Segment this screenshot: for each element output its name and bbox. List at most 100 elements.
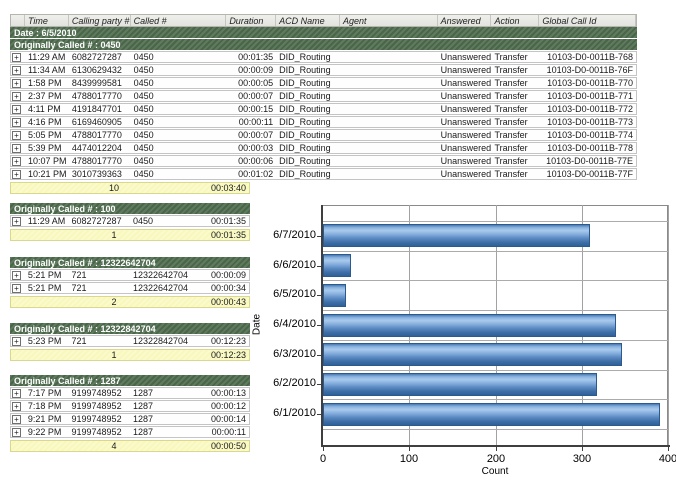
cell-called-number: 0450 [133,117,154,127]
cell-called-number: 0450 [133,65,154,75]
cell-calling-party: 721 [71,270,87,280]
cell-acd-name: DID_Routing [279,104,331,114]
cell-global-call-id: 10103-D0-0011B-768 [547,52,633,62]
cell-time: 5:05 PM [27,130,62,140]
cell-time: 9:21 PM [27,414,62,424]
cell-time: 10:07 PM [27,156,67,166]
cell-agent [340,169,438,179]
expand-cell: + [11,117,25,127]
expand-row-button[interactable]: + [12,157,21,166]
expand-row-button[interactable]: + [12,53,21,62]
summary-spacer [11,297,69,307]
expand-cell: + [11,143,25,153]
expand-row-button[interactable]: + [12,170,21,179]
cell-called-number: 0450 [133,143,154,153]
y-tick-label: 6/3/2010 [273,348,316,360]
cell-calling-party: 4788017770 [71,156,122,166]
column-header-gid: Global Call Id [539,15,636,26]
cell-time: 11:34 AM [27,65,66,75]
column-header-ans: Answered [438,15,492,26]
cell-time: 4:16 PM [27,117,62,127]
table-header-row: Time Calling party # Called # Duration ACD N… [10,14,637,27]
expand-row-button[interactable]: + [12,66,21,75]
cell-global-call-id: 10103-D0-0011B-778 [547,143,633,153]
cell-acd-name: DID_Routing [279,169,331,179]
column-header-agent: Agent [340,15,438,26]
expand-cell: + [11,216,25,226]
expand-row-button[interactable]: + [12,284,21,293]
cell-duration: 00:00:12 [210,401,246,411]
cell-calling-party: 6130629432 [71,65,122,75]
cell-called-number: 0450 [133,104,154,114]
cell-global-call-id: 10103-D0-0011B-771 [547,91,633,101]
cell-calling-party: 4474012204 [71,143,122,153]
expand-row-button[interactable]: + [12,105,21,114]
cell-time: 5:23 PM [27,336,62,346]
cell-duration: 00:00:09 [210,270,246,280]
call-record-row: +5:23 PM 721 12322842704 00:12:23 [10,335,250,347]
expand-cell: + [11,270,25,280]
y-tick-label: 6/1/2010 [273,407,316,419]
expand-cell: + [11,169,25,179]
summary-total-duration: 00:03:40 [210,183,246,193]
expand-row-button[interactable]: + [12,402,21,411]
cell-action: Transfer [494,65,528,75]
cell-answered: Unanswered [440,156,492,166]
expand-row-button[interactable]: + [12,118,21,127]
cell-global-call-id: 10103-D0-0011B-773 [547,117,633,127]
expand-cell: + [11,130,25,140]
expand-row-button[interactable]: + [12,337,21,346]
expand-row-button[interactable]: + [12,428,21,437]
expand-row-button[interactable]: + [12,92,21,101]
call-record-row: +7:17 PM 9199748952 1287 00:00:13 [10,387,250,399]
cell-duration: 00:01:02 [238,169,274,179]
cell-answered: Unanswered [440,117,492,127]
cell-acd-name: DID_Routing [279,143,331,153]
cell-called-number: 12322642704 [132,283,189,293]
summary-call-count: 1 [111,350,117,360]
plot-border-top [323,205,668,206]
gridline-horizontal [323,310,668,311]
summary-call-count: 1 [111,230,117,240]
expand-row-button[interactable]: + [12,131,21,140]
cell-acd-name: DID_Routing [279,78,331,88]
expand-cell: + [11,104,25,114]
call-record-row: +11:29 AM 6082727287 0450 00:01:35 DID_Routi… [10,51,637,63]
y-axis-tick [317,295,321,296]
cell-duration: 00:00:34 [210,283,246,293]
cell-called-number: 1287 [132,388,154,398]
expand-row-button[interactable]: + [12,217,21,226]
cell-answered: Unanswered [440,130,492,140]
expand-row-button[interactable]: + [12,144,21,153]
expand-row-button[interactable]: + [12,389,21,398]
gridline-horizontal [323,370,668,371]
gridline-horizontal [323,340,668,341]
originally-called-group-header: Originally Called # : 12322842704 [10,323,250,334]
cell-answered: Unanswered [440,104,492,114]
expand-row-button[interactable]: + [12,271,21,280]
cell-agent [340,78,438,88]
gridline-vertical [668,205,669,445]
gridline-horizontal [323,221,668,222]
originally-called-group-header: Originally Called # : 100 [10,203,250,214]
expand-row-button[interactable]: + [12,79,21,88]
call-record-row: +5:21 PM 721 12322642704 00:00:09 [10,269,250,281]
cell-duration: 00:00:11 [211,427,246,437]
cell-action: Transfer [494,156,528,166]
cell-called-number: 1287 [132,427,154,437]
summary-spacer [11,230,69,240]
group-summary-row: 2 00:00:43 [10,296,250,308]
originally-called-group-header: Originally Called # : 0450 [10,39,637,50]
expand-cell: + [11,78,25,88]
report-group: Originally Called # : 100 +11:29 AM 608272… [10,203,250,241]
gridline-horizontal [323,429,668,430]
cell-acd-name: DID_Routing [279,65,331,75]
cell-duration: 00:01:35 [238,52,274,62]
gridline-horizontal [323,251,668,252]
expand-row-button[interactable]: + [12,415,21,424]
call-record-row: +7:18 PM 9199748952 1287 00:00:12 [10,400,250,412]
cell-time: 11:29 AM [27,52,66,62]
summary-total-duration: 00:01:35 [210,230,246,240]
cell-duration: 00:01:35 [210,216,246,226]
cell-global-call-id: 10103-D0-0011B-76F [546,65,633,75]
